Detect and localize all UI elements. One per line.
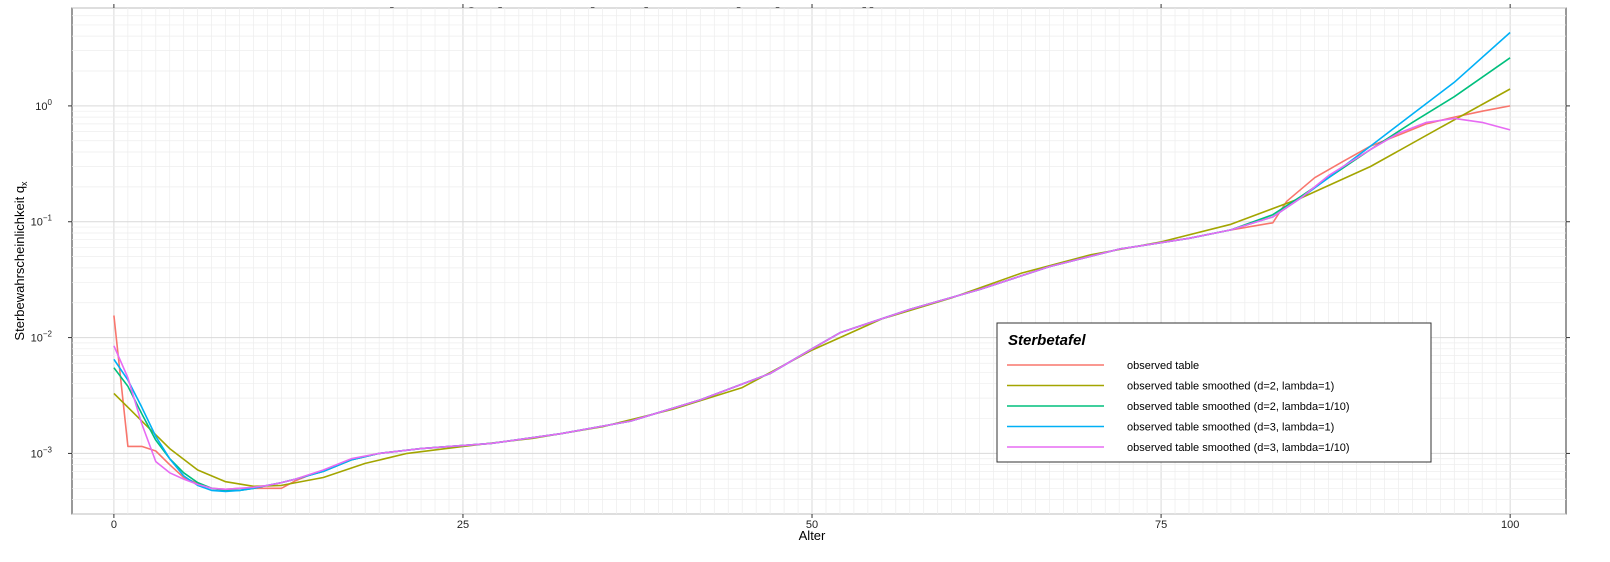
y-axis-title-main: Sterbewahrscheinlichkeit q (12, 186, 27, 341)
series-line (113, 88, 1511, 488)
series-lines (113, 31, 1511, 493)
x-tick-label: 50 (806, 519, 818, 531)
y-tick-label-base: 10 (31, 448, 43, 460)
y-axis-title: Sterbewahrscheinlichkeit qx (12, 181, 29, 341)
y-tick-label-base: 10 (31, 217, 43, 229)
x-tick-label: 100 (1501, 519, 1519, 531)
y-tick-label-exponent: −1 (43, 214, 53, 223)
legend-label: observed table smoothed (d=3, lambda=1/1… (1127, 442, 1350, 454)
x-tick-label: 0 (111, 519, 117, 531)
legend-label: observed table (1127, 360, 1199, 372)
y-tick-label-exponent: 0 (48, 98, 53, 107)
x-tick-label: 75 (1155, 519, 1167, 531)
y-tick-label: 10−1 (31, 214, 53, 229)
series-line (113, 117, 1511, 491)
legend: Sterbetafel observed table observed table … (996, 322, 1432, 463)
x-axis-title: Alter (799, 528, 826, 543)
legend-label: observed table smoothed (d=2, lambda=1) (1127, 381, 1334, 393)
y-tick-label-exponent: −2 (43, 330, 53, 339)
y-tick-label-base: 10 (31, 333, 43, 345)
legend-label: observed table smoothed (d=2, lambda=1/1… (1127, 401, 1350, 413)
y-tick-label: 10−2 (31, 330, 53, 345)
legend-label: observed table smoothed (d=3, lambda=1) (1127, 422, 1334, 434)
y-tick-label-base: 10 (35, 101, 47, 113)
y-tick-label: 100 (35, 98, 52, 113)
legend-box (996, 322, 1432, 463)
x-tick-label: 25 (457, 519, 469, 531)
y-tick-label-exponent: −3 (43, 445, 53, 454)
legend-title: Sterbetafel (1008, 332, 1086, 349)
y-tick-label: 10−3 (31, 445, 53, 460)
y-axis-title-sub: x (19, 181, 29, 186)
